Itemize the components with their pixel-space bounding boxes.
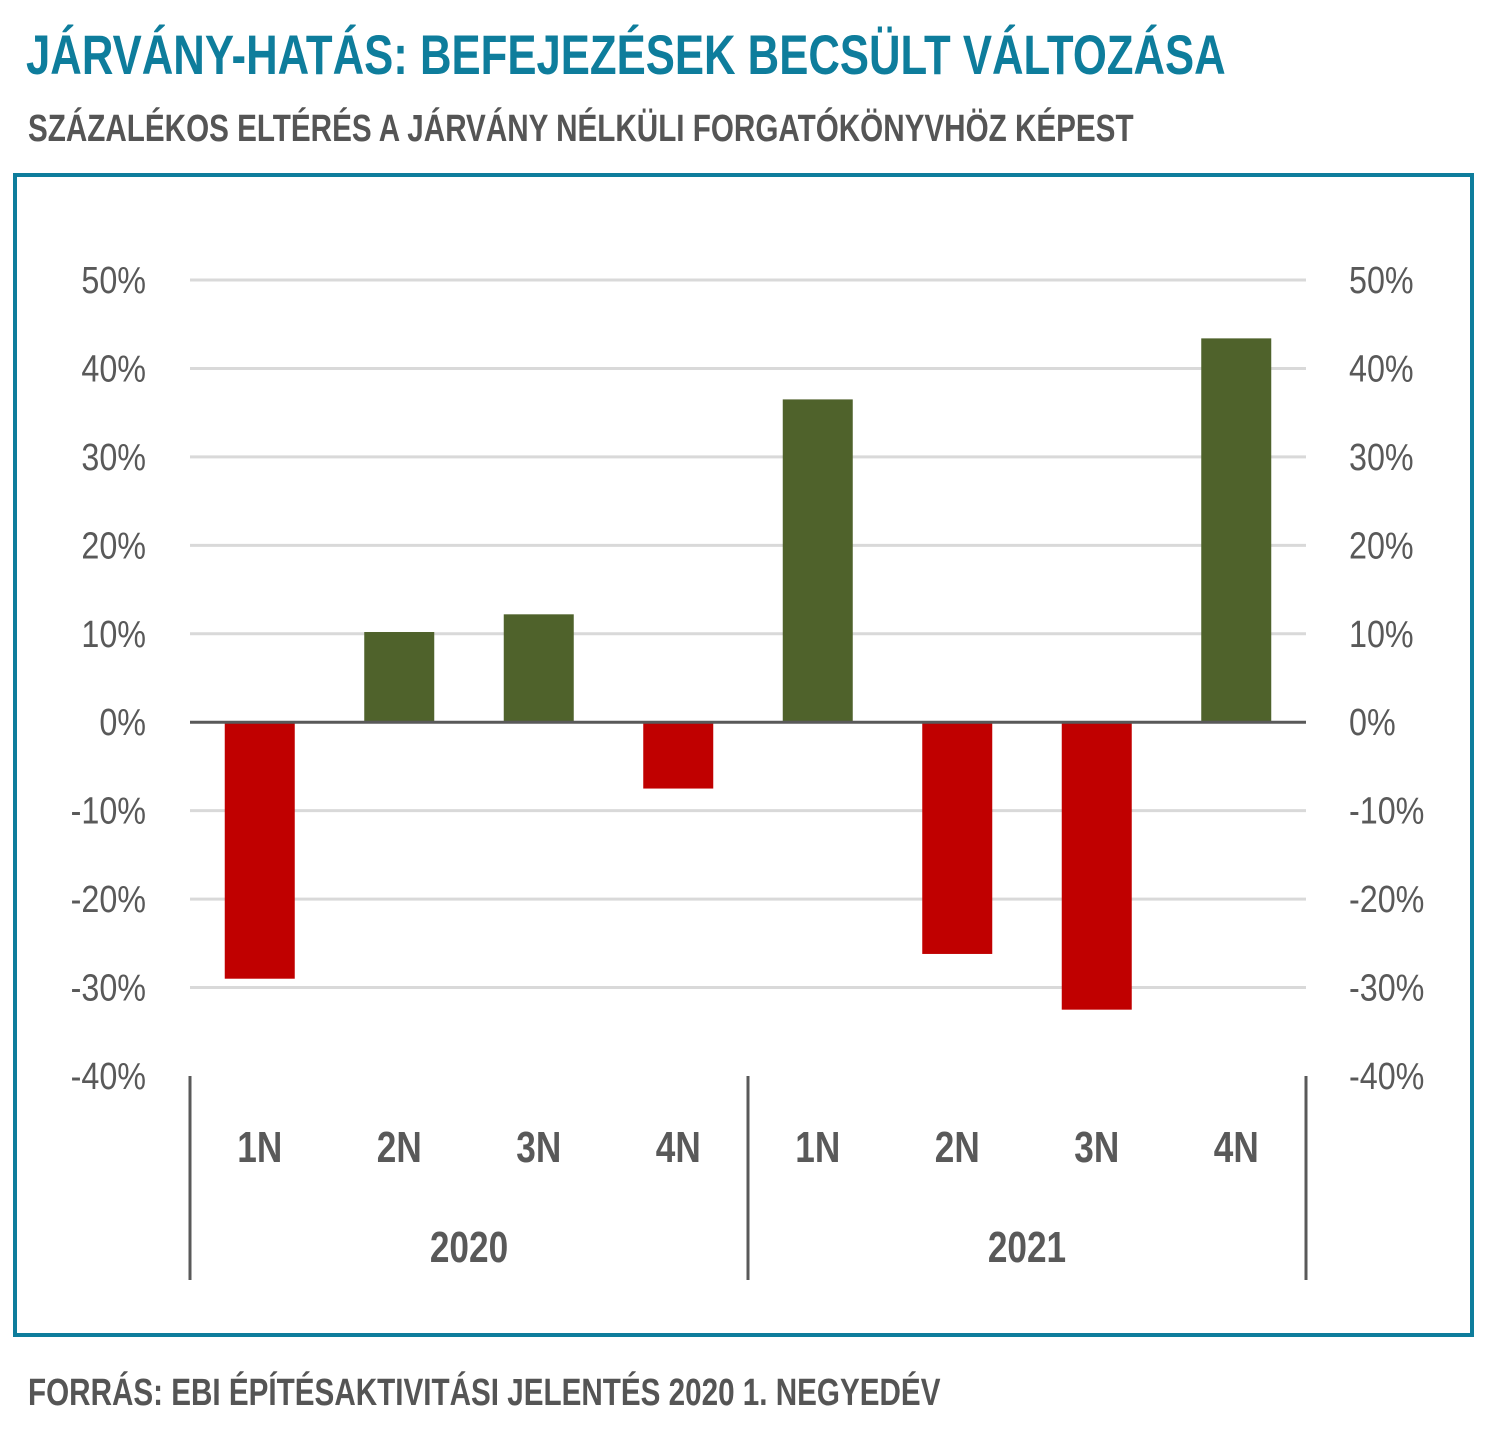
bar [224,722,295,979]
bar [364,632,435,723]
bar [782,399,853,723]
chart-subtitle: SZÁZALÉKOS ELTÉRÉS A JÁRVÁNY NÉLKÜLI FOR… [28,108,1134,150]
bar [503,614,574,723]
x-group-label: 2020 [430,1223,508,1272]
bar [1061,722,1132,1010]
y2-tick-label: -40% [1349,1056,1424,1098]
y2-tick-label: 40% [1349,348,1414,390]
y-tick-label: 40% [81,348,146,390]
y2-tick-label: 30% [1349,436,1414,478]
y-tick-label: -30% [71,967,146,1009]
y2-tick-label: 0% [1349,702,1396,744]
x-category-label: 2N [935,1123,980,1172]
y-tick-label: -10% [71,790,146,832]
chart-title: JÁRVÁNY-HATÁS: BEFEJEZÉSEK BECSÜLT VÁLTO… [26,23,1226,86]
y-tick-label: 30% [81,436,146,478]
bar [643,722,714,789]
y-tick-label: -40% [71,1056,146,1098]
y-tick-label: 20% [81,525,146,567]
y-tick-label: -20% [71,879,146,921]
y2-tick-label: 20% [1349,525,1414,567]
y2-tick-label: -10% [1349,790,1424,832]
x-category-label: 3N [1074,1123,1119,1172]
x-category-label: 2N [377,1123,422,1172]
y2-tick-label: 50% [1349,260,1414,302]
y2-tick-label: 10% [1349,613,1414,655]
x-category-label: 4N [656,1123,701,1172]
source-note: FORRÁS: EBI ÉPÍTÉSAKTIVITÁSI JELENTÉS 20… [28,1372,941,1414]
y-tick-label: 0% [99,702,146,744]
x-category-label: 3N [516,1123,561,1172]
bar [1201,338,1272,723]
y-tick-label: 10% [81,613,146,655]
x-category-label: 1N [237,1123,282,1172]
chart-frame [13,173,1474,1337]
x-category-label: 1N [795,1123,840,1172]
y2-tick-label: -20% [1349,879,1424,921]
bar [922,722,993,954]
x-group-label: 2021 [988,1223,1066,1272]
x-category-label: 4N [1214,1123,1259,1172]
y2-tick-label: -30% [1349,967,1424,1009]
y-tick-label: 50% [81,260,146,302]
